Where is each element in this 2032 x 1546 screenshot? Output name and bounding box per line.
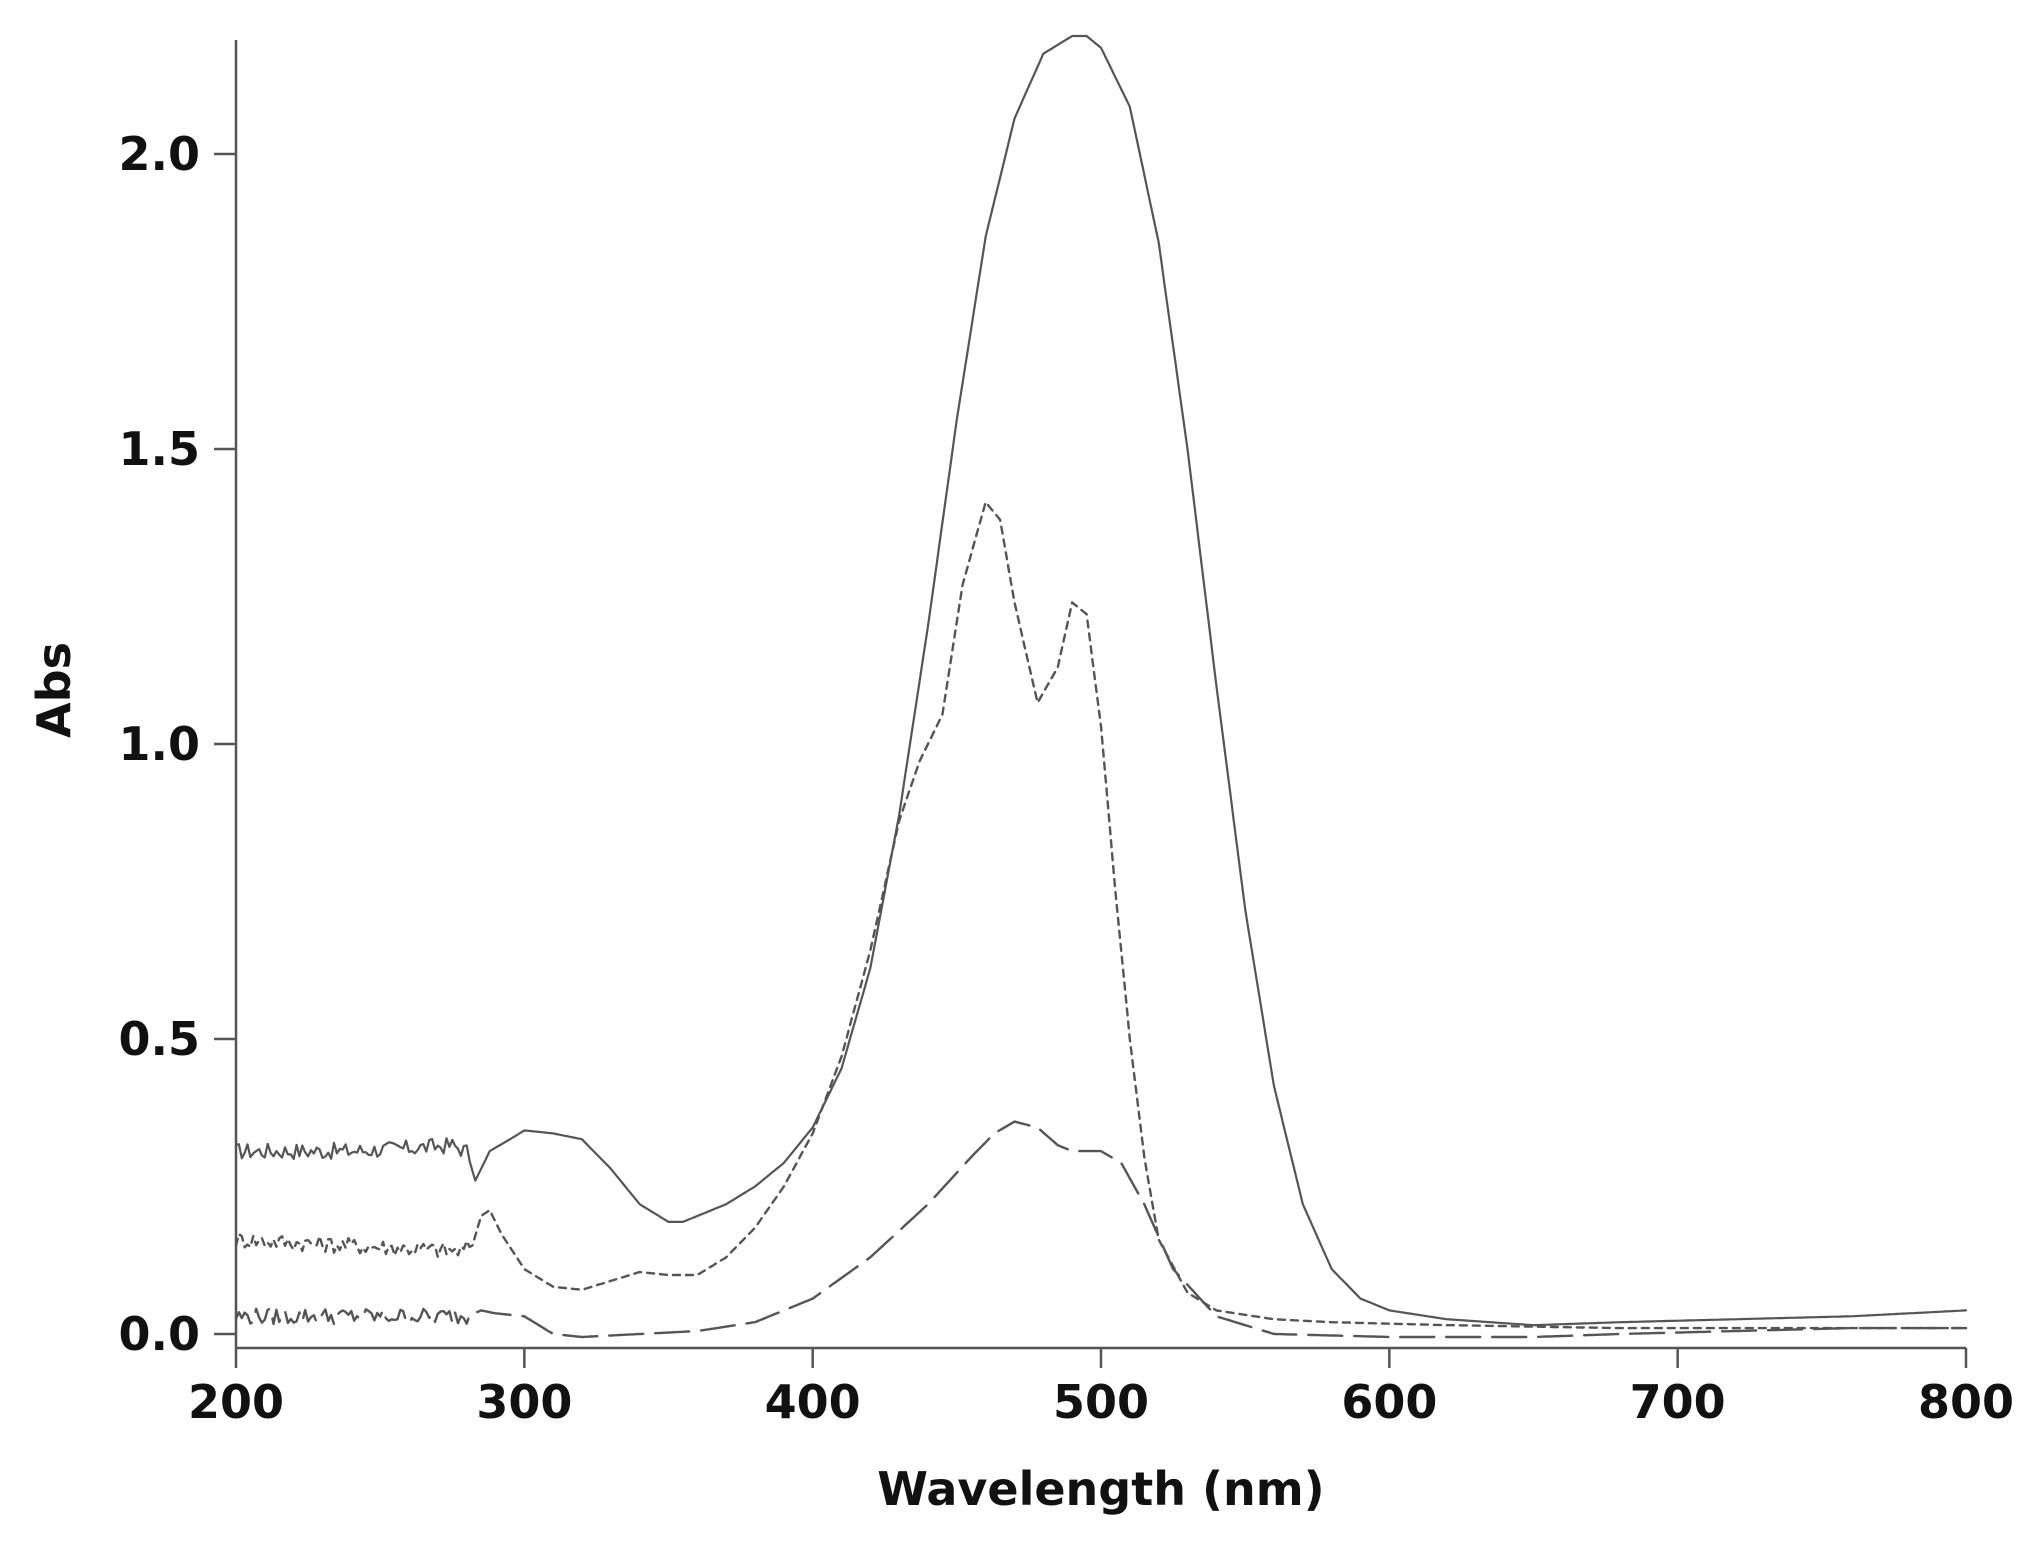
series-line-long-dash — [234, 1120, 1968, 1339]
x-ticks: 200 300 400 500 600 700 800 — [188, 1348, 2014, 1429]
x-tick-label: 200 — [188, 1375, 284, 1429]
x-tick-label: 600 — [1341, 1375, 1437, 1429]
y-tick-label: 2.0 — [119, 127, 201, 181]
series-line-short-dash — [234, 500, 1968, 1330]
x-tick-label: 700 — [1630, 1375, 1726, 1429]
series-layer — [234, 34, 1968, 1339]
y-tick-label: 0.0 — [119, 1307, 201, 1361]
y-axis-title: Abs — [27, 642, 81, 738]
x-tick-label: 400 — [765, 1375, 861, 1429]
x-tick-label: 300 — [476, 1375, 572, 1429]
series-line-solid — [234, 34, 1968, 1327]
y-tick-label: 1.0 — [119, 717, 201, 771]
y-tick-label: 1.5 — [119, 422, 201, 476]
x-tick-label: 500 — [1053, 1375, 1149, 1429]
y-ticks: 0.0 0.5 1.0 1.5 2.0 — [119, 127, 236, 1361]
x-tick-label: 800 — [1918, 1375, 2014, 1429]
y-tick-label: 0.5 — [119, 1012, 201, 1066]
x-axis-title: Wavelength (nm) — [877, 1462, 1324, 1516]
